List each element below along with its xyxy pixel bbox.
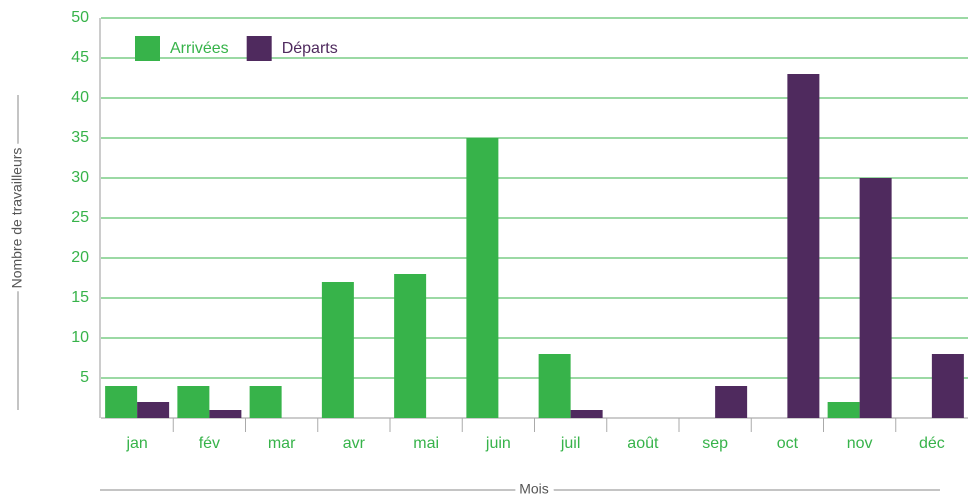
- legend-swatch: [246, 36, 272, 61]
- bar: [209, 410, 242, 418]
- x-tick-label: juil: [560, 435, 581, 452]
- bar: [715, 386, 748, 418]
- y-tick-label: 5: [80, 369, 89, 386]
- y-tick-label: 45: [71, 49, 89, 66]
- y-tick-label: 35: [71, 129, 89, 146]
- y-tick-label: 50: [71, 9, 89, 26]
- x-tick-label: nov: [847, 435, 873, 452]
- bar: [249, 386, 282, 418]
- y-tick-label: 10: [71, 329, 89, 346]
- y-tick-label: 15: [71, 289, 89, 306]
- y-tick-label: 20: [71, 249, 89, 266]
- y-tick-label: 30: [71, 169, 89, 186]
- bar: [321, 282, 354, 418]
- x-tick-label: juin: [485, 435, 511, 452]
- x-tick-label: mar: [268, 435, 296, 452]
- y-tick-label: 40: [71, 89, 89, 106]
- x-tick-label: oct: [777, 435, 799, 452]
- x-tick-label: mai: [413, 435, 439, 452]
- legend-label: Arrivées: [170, 40, 229, 57]
- bar: [394, 274, 427, 418]
- bar: [787, 74, 820, 418]
- bar: [570, 410, 603, 418]
- bar: [137, 402, 170, 418]
- bar: [538, 354, 571, 418]
- bar: [105, 386, 138, 418]
- legend-label: Départs: [282, 40, 338, 57]
- x-tick-label: avr: [343, 435, 366, 452]
- bar: [177, 386, 210, 418]
- x-tick-label: fév: [199, 435, 220, 452]
- bar: [931, 354, 964, 418]
- x-tick-label: déc: [919, 435, 945, 452]
- y-tick-label: 25: [71, 209, 89, 226]
- x-tick-label: août: [627, 435, 659, 452]
- bar: [466, 138, 499, 418]
- bar: [827, 402, 860, 418]
- x-axis-title: Mois: [519, 481, 549, 497]
- y-axis-title: Nombre de travailleurs: [9, 148, 25, 289]
- x-tick-label: sep: [702, 435, 728, 452]
- bar: [859, 178, 892, 418]
- x-tick-label: jan: [125, 435, 147, 452]
- legend-swatch: [135, 36, 160, 61]
